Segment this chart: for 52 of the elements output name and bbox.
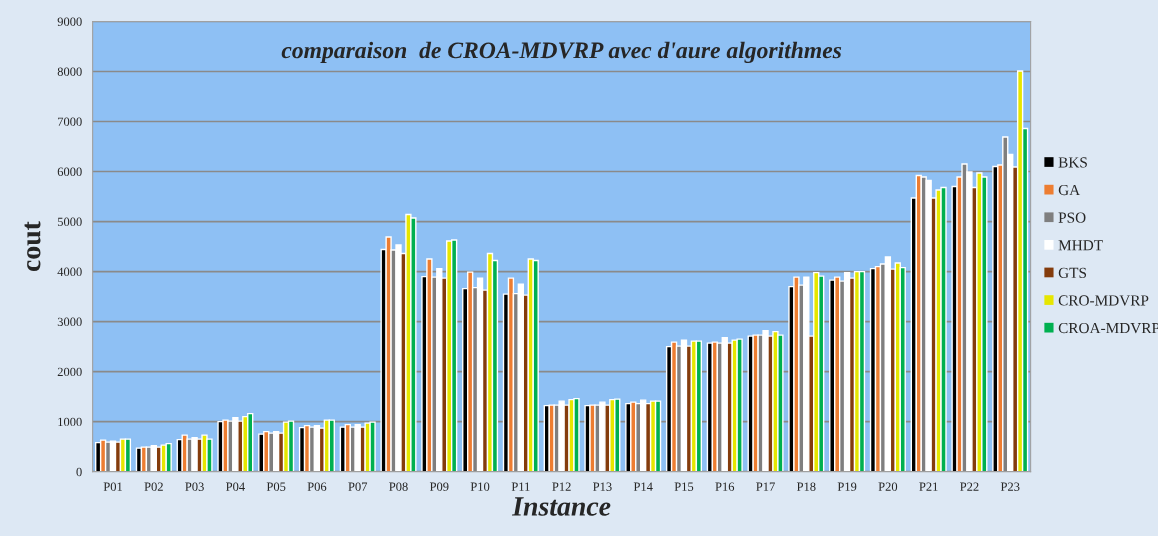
y-tick-label: 7000 — [58, 117, 82, 126]
y-tick-label: 3000 — [57, 317, 82, 327]
x-axis-title: Instance — [511, 497, 611, 516]
bar — [287, 420, 295, 472]
bar — [654, 400, 662, 472]
y-tick-label: 8000 — [57, 67, 82, 76]
x-tick-label: P02 — [144, 482, 163, 491]
bar — [450, 239, 458, 472]
bar — [899, 266, 906, 472]
bar — [328, 419, 335, 472]
legend-label: GA — [1058, 184, 1081, 196]
bar — [858, 270, 866, 472]
legend-label: GTS — [1058, 267, 1087, 278]
x-tick-label: P16 — [715, 482, 735, 491]
x-tick-label: P05 — [266, 482, 286, 491]
legend-label: BKS — [1058, 157, 1087, 168]
y-tick-label: 9000 — [57, 17, 82, 26]
x-tick-label: P12 — [552, 482, 571, 491]
legend-label: PSO — [1058, 212, 1086, 223]
x-tick-label: P23 — [1000, 482, 1020, 491]
y-tick-label: 5000 — [57, 217, 82, 227]
x-tick-label: P14 — [633, 482, 653, 491]
legend-label: MHDT — [1058, 240, 1103, 251]
x-tick-label: P09 — [429, 482, 449, 491]
y-tick-label: 4000 — [57, 267, 82, 277]
x-tick-label: P11 — [511, 482, 530, 491]
bar — [532, 259, 539, 472]
x-tick-label: P22 — [960, 482, 979, 491]
y-tick-label: 0 — [76, 467, 82, 477]
text: comparaison de CROA-MDVRP avec d'aure algorithmes — [281, 41, 842, 64]
bar — [124, 438, 132, 472]
bar — [165, 442, 172, 472]
x-tick-label: P13 — [593, 482, 612, 491]
bar — [695, 340, 703, 472]
x-tick-label: P03 — [185, 482, 204, 491]
x-tick-label: P06 — [307, 482, 327, 491]
y-axis-title: cout — [24, 221, 41, 272]
x-tick-label: P01 — [103, 482, 123, 491]
x-tick-label: P21 — [919, 482, 938, 491]
x-tick-label: P07 — [348, 482, 368, 491]
y-tick-label: 6000 — [57, 167, 82, 176]
y-tick-label: 1000 — [58, 417, 82, 427]
x-tick-label: P17 — [756, 482, 775, 491]
x-tick-label: P04 — [226, 482, 245, 491]
x-tick-label: P18 — [796, 482, 816, 491]
legend-label: CRO-MDVRP — [1058, 295, 1149, 306]
x-tick-label: P20 — [878, 482, 898, 491]
x-tick-label: P10 — [470, 482, 490, 491]
y-tick-label: 2000 — [57, 367, 82, 377]
x-tick-label: P08 — [389, 482, 408, 491]
x-tick-label: P19 — [837, 482, 857, 491]
x-tick-label: P15 — [674, 482, 694, 491]
